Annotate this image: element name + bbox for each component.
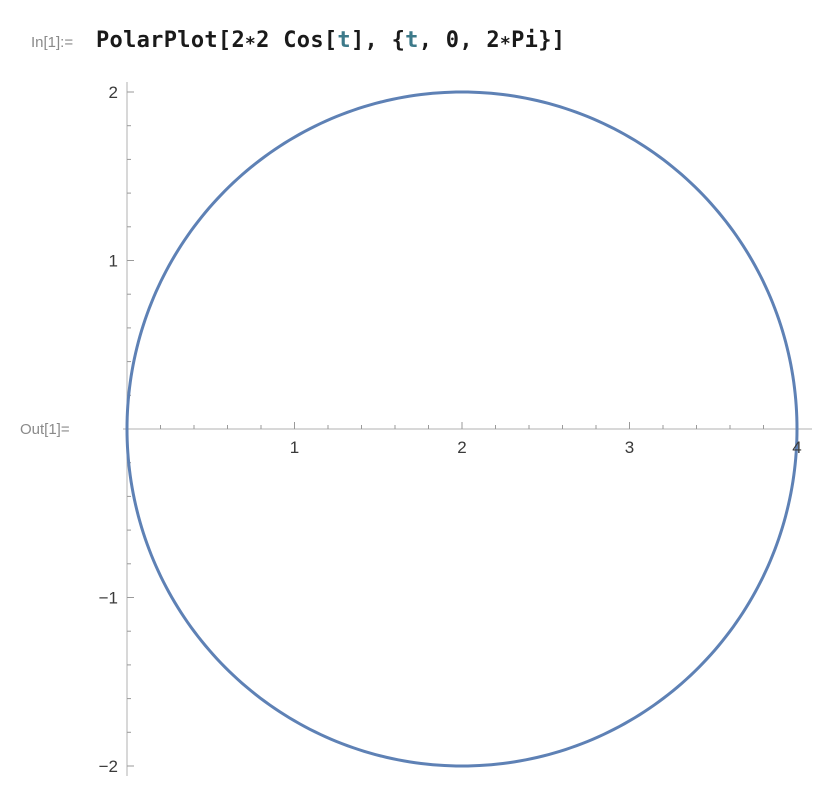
code-token-var: t: [337, 28, 351, 53]
x-tick-label: 1: [290, 438, 299, 457]
output-prompt-label: Out[1]=: [20, 421, 70, 438]
input-expression[interactable]: PolarPlot[2∗2 Cos[t], {t, 0, 2∗Pi}]: [96, 28, 565, 53]
y-tick-label: 2: [109, 83, 118, 102]
tick-labels: 1 2 3 4 2 1 −1 −2: [99, 83, 802, 776]
code-token-plain: , 0, 2: [418, 28, 500, 53]
x-tick-label: 2: [457, 438, 466, 457]
input-prompt-label: In[1]:=: [31, 34, 74, 51]
x-tick-label: 4: [792, 438, 801, 457]
code-token-star: ∗: [245, 30, 257, 51]
code-token-plain: PolarPlot[2: [96, 28, 245, 53]
x-tick-label: 3: [625, 438, 634, 457]
plot-curve-layer: [125, 90, 799, 768]
code-token-plain: Pi}]: [511, 28, 566, 53]
code-token-plain: ], {: [350, 28, 406, 53]
code-token-plain: 2 Cos[: [256, 28, 338, 53]
plot-axes: [123, 82, 812, 776]
y-tick-label: −1: [99, 589, 118, 608]
y-tick-label: 1: [109, 252, 118, 271]
code-token-var: t: [405, 28, 419, 53]
code-token-star: ∗: [499, 30, 512, 51]
polar-curve: [125, 90, 799, 768]
y-tick-label: −2: [99, 757, 118, 776]
